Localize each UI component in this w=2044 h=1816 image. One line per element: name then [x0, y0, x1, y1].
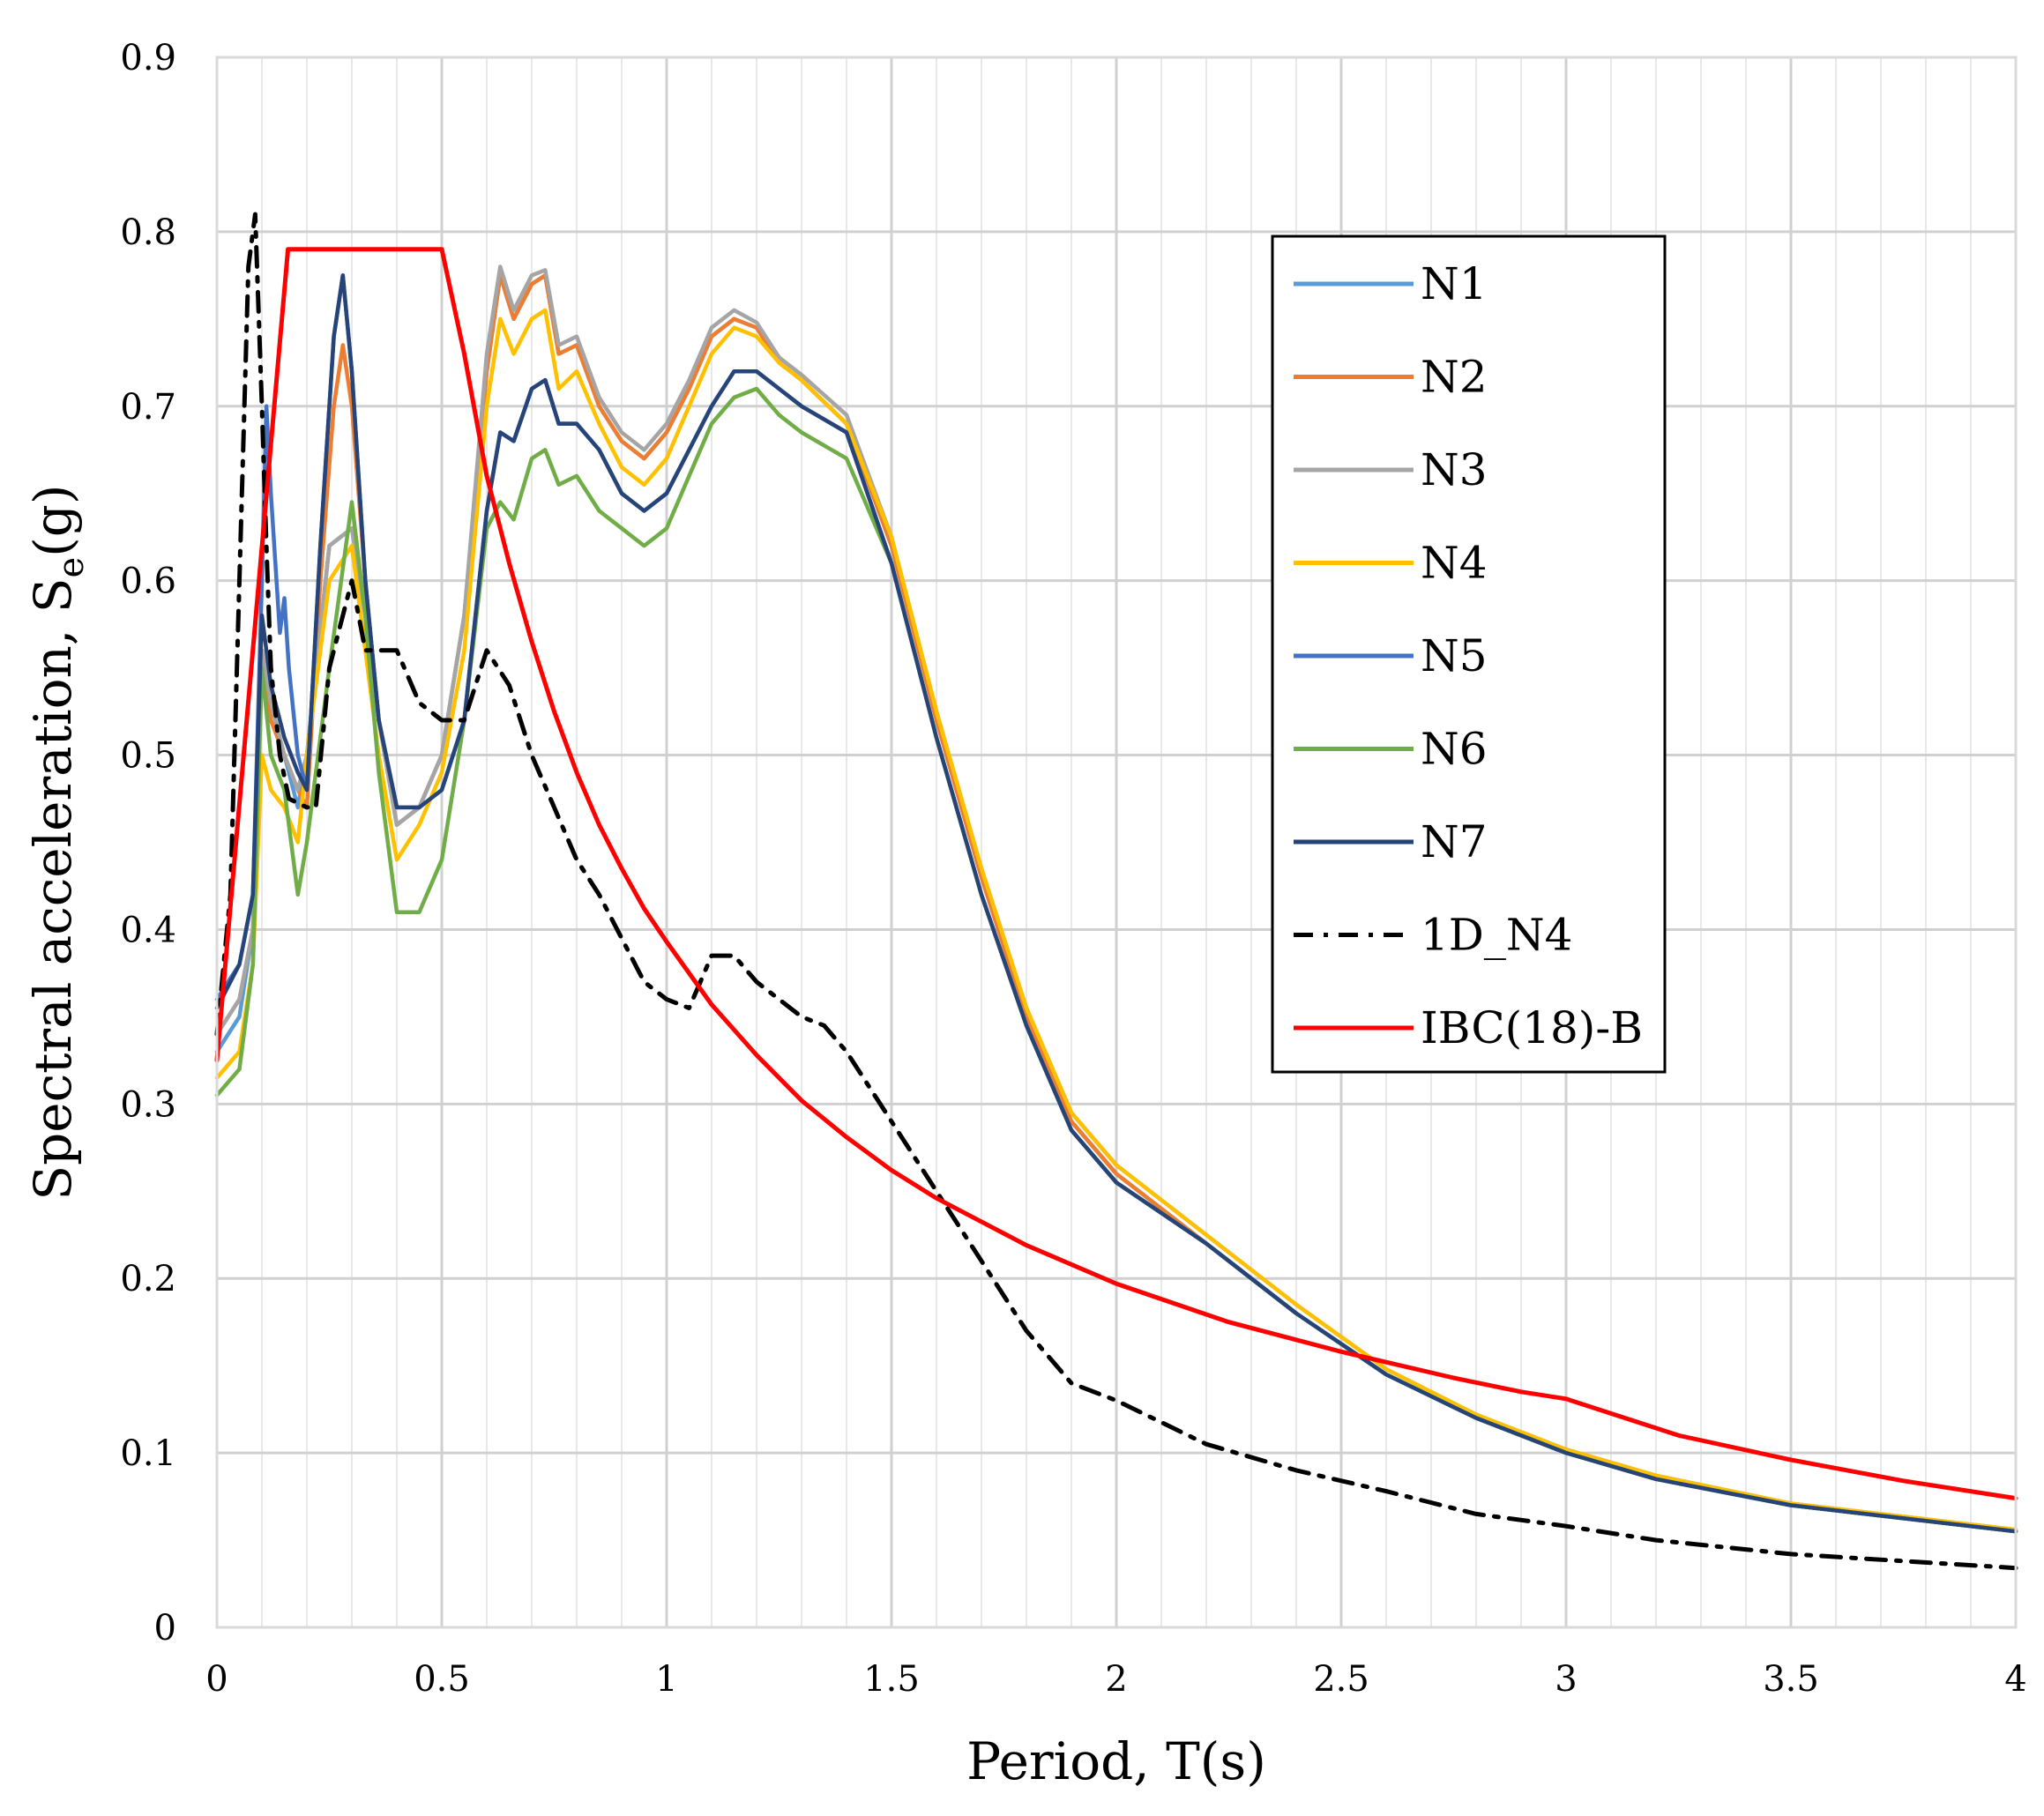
x-tick-label: 4 [2004, 1659, 2026, 1700]
legend-label: N1 [1421, 258, 1488, 309]
y-tick-label: 0.2 [120, 1259, 176, 1299]
grid-layer [217, 57, 2016, 1627]
legend-label: N4 [1421, 538, 1488, 589]
legend-label: N2 [1421, 352, 1488, 403]
series-line-n2 [214, 273, 2018, 1534]
legend-entry: 1D_N4 [1294, 910, 1572, 961]
x-tick-label: 0.5 [414, 1659, 470, 1700]
legend-label: 1D_N4 [1421, 910, 1572, 961]
legend-entry: N2 [1294, 352, 1488, 403]
y-tick-label: 0.9 [120, 38, 176, 78]
legend-entry: N6 [1294, 724, 1488, 775]
series-layer [214, 212, 2018, 1571]
legend-label: N5 [1421, 630, 1488, 681]
y-tick-label: 0.1 [120, 1433, 176, 1474]
legend: N1 N2 N3 N4 N5 N6 N7 1D_N4 IBC(18)-B [1271, 234, 1667, 1074]
series-line-ibc-18-b [214, 247, 2018, 1501]
y-axis-title-unit: (g) [23, 484, 83, 556]
series-line-n7 [214, 273, 2018, 1534]
y-tick-label: 0.8 [120, 212, 176, 253]
x-tick-label: 3 [1555, 1659, 1577, 1700]
legend-entry: N1 [1294, 258, 1488, 309]
y-axis-title: Spectral acceleration, Se(g) [23, 484, 92, 1200]
y-tick-label: 0.5 [120, 736, 176, 777]
x-tick-label: 2 [1105, 1659, 1127, 1700]
y-tick-label: 0.4 [120, 910, 176, 950]
x-tick-label: 0 [205, 1659, 228, 1700]
x-tick-label: 2.5 [1313, 1659, 1369, 1700]
x-tick-label: 1 [655, 1659, 677, 1700]
y-axis-title-subscript: e [51, 557, 92, 578]
series-line-1d-n4 [214, 212, 2018, 1571]
x-axis-title: Period, T(s) [966, 1731, 1266, 1791]
y-axis-title-main: Spectral acceleration, S [23, 578, 83, 1201]
legend-entry: N4 [1294, 538, 1488, 589]
series-line-n4 [214, 308, 2018, 1532]
legend-label: N3 [1421, 444, 1488, 495]
legend-label: IBC(18)-B [1421, 1002, 1643, 1053]
legend-label: N6 [1421, 724, 1488, 775]
x-tick-label: 3.5 [1763, 1659, 1819, 1700]
plot-area-frame [215, 56, 2018, 1629]
legend-entries: N1 N2 N3 N4 N5 N6 N7 1D_N4 IBC(18)-B [1294, 258, 1643, 1053]
legend-entry: N7 [1294, 816, 1488, 867]
y-tick-label: 0.7 [120, 387, 176, 428]
tick-labels: 0 0.5 1 1.5 2 2.5 3 3.5 4 0 0.1 0.2 0.3 0.4 0.5 0.6 0.7 0… [120, 38, 2026, 1700]
y-tick-label: 0.6 [120, 562, 176, 602]
x-tick-label: 1.5 [863, 1659, 920, 1700]
legend-entry: N3 [1294, 444, 1488, 495]
legend-label: N7 [1421, 816, 1488, 867]
y-tick-label: 0 [154, 1608, 176, 1649]
legend-entry: N5 [1294, 630, 1488, 681]
legend-entry: IBC(18)-B [1294, 1002, 1643, 1053]
y-tick-label: 0.3 [120, 1084, 176, 1125]
